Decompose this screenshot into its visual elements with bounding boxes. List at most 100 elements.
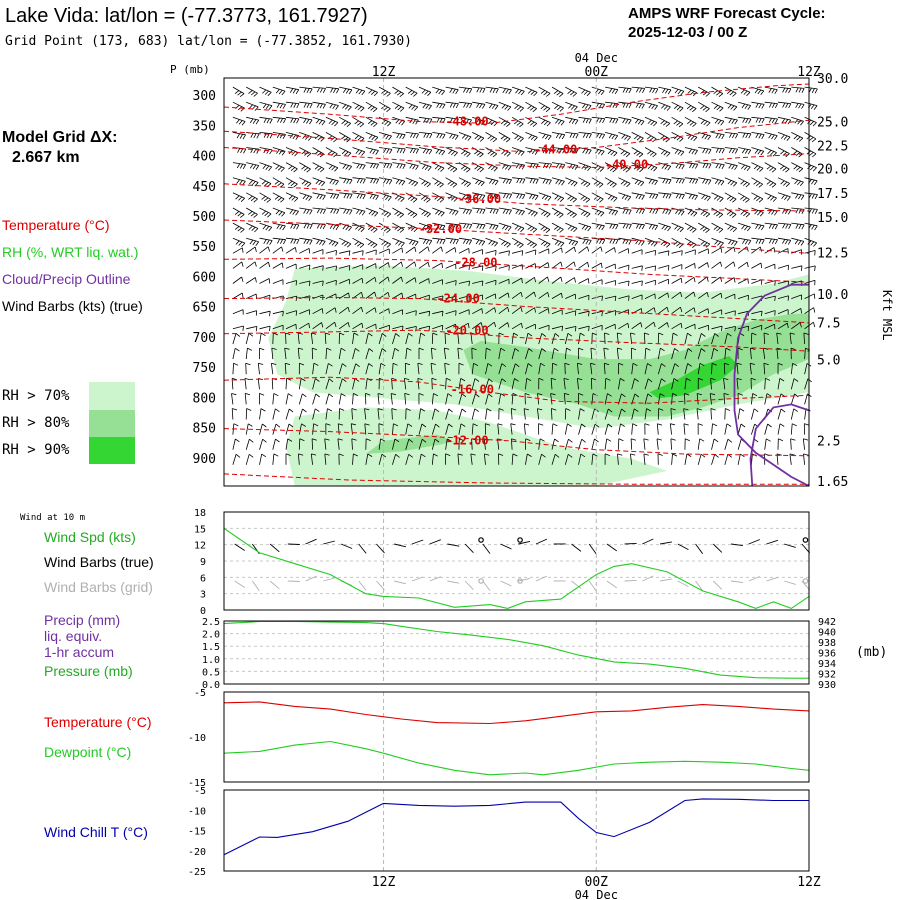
wind-barb: [631, 280, 643, 286]
wind-barb: [511, 116, 524, 128]
wind-barb: [711, 101, 724, 112]
wind-barb: [670, 408, 676, 420]
wind-barb: [697, 333, 706, 345]
wind-barb: [418, 116, 433, 124]
wind-barb: [445, 86, 459, 95]
bottom-time-axis: 12Z 00Z 12Z 04 Dec: [372, 875, 821, 900]
wind-barb: [298, 408, 307, 420]
surface-wind-barb: [411, 576, 424, 582]
wind-barb: [551, 276, 563, 284]
pressure-unit-label: (mb): [856, 645, 887, 660]
wind-barb: [698, 248, 709, 254]
wind-barb: [511, 306, 523, 315]
surface-wind-barb: [766, 576, 778, 582]
wind-barb: [684, 323, 696, 330]
wind-barb: [511, 222, 525, 233]
wind-barb: [551, 207, 564, 218]
wind-barb: [418, 222, 432, 232]
isotherm-label: -24.00: [436, 292, 479, 306]
wind-barb: [791, 265, 803, 271]
isotherm-label: -40.00: [605, 157, 648, 171]
model-grid-value: 2.667 km: [12, 149, 80, 166]
wind-barb: [418, 207, 431, 218]
wind-barb: [590, 347, 596, 360]
wind-barb: [723, 393, 729, 405]
wind-barb: [431, 332, 438, 345]
wind-barb: [698, 147, 712, 154]
wind-barb: [365, 276, 377, 284]
isotherm-label: -32.00: [419, 222, 462, 236]
wind-barb: [312, 222, 326, 230]
wind-barb: [325, 393, 334, 405]
wind-barb: [631, 116, 645, 126]
wind-barb: [325, 250, 337, 256]
wind-chill-tick-label: -5: [194, 786, 206, 797]
wind-barb: [471, 362, 479, 375]
wind-barb: [511, 348, 520, 360]
wind-barb: [578, 222, 592, 232]
isotherm-line: [223, 428, 810, 457]
wind-barb: [472, 265, 484, 271]
wind-barb: [684, 263, 696, 269]
wind-barb: [484, 423, 491, 435]
wind-barb: [591, 237, 606, 245]
height-tick-label: 15.0: [817, 211, 848, 226]
wind-barb: [338, 363, 347, 375]
wind-barb: [656, 438, 662, 450]
wind-barb: [497, 423, 503, 435]
wind-barb: [737, 207, 751, 218]
wind-barb: [352, 306, 364, 315]
wind-barb: [259, 310, 271, 317]
wind-barb: [377, 393, 383, 405]
wind-barb: [565, 326, 577, 332]
wind-barb: [445, 162, 458, 173]
wind-barb: [299, 101, 313, 109]
legend-pressure: Pressure (mb): [44, 663, 133, 679]
wind-barb: [458, 280, 470, 287]
wind-barb: [711, 423, 718, 435]
wind-barb: [737, 222, 751, 232]
wind-barb: [538, 101, 551, 113]
wind-barb: [724, 326, 736, 332]
wind-barb: [392, 309, 403, 315]
pressure-tick-label: 850: [193, 422, 216, 437]
wind-barb: [325, 363, 333, 375]
wind-barb: [578, 393, 584, 405]
legend-wind-barbs: Wind Barbs (kts) (true): [2, 298, 143, 314]
wind-barb: [751, 332, 757, 345]
wind-barb: [325, 237, 339, 247]
wind-barb: [445, 393, 453, 405]
wind-barb: [418, 237, 433, 246]
wind-barb: [658, 237, 671, 248]
wind-barb: [392, 162, 406, 170]
wind-barb: [777, 192, 791, 201]
wind-barb: [418, 261, 430, 269]
wind-barb: [525, 438, 531, 450]
wind-barb: [352, 363, 360, 375]
wind-barb: [298, 393, 307, 405]
wind-barb: [472, 308, 483, 315]
wind-barb: [671, 237, 684, 249]
wind-barb: [351, 438, 357, 450]
wind-barb: [711, 438, 719, 450]
wind-barb: [392, 276, 403, 284]
wind-barb: [272, 207, 286, 217]
wind-barb: [671, 177, 685, 184]
wind-barb: [498, 322, 510, 330]
wind-barb: [804, 86, 818, 94]
temperature-tick-label: -5: [194, 688, 206, 699]
wind-barb: [550, 393, 556, 405]
wind-barb: [711, 207, 724, 218]
wind-barb: [485, 237, 498, 247]
wind-barb: [684, 101, 697, 113]
wind-barb: [485, 307, 497, 315]
wind-barb: [644, 116, 658, 127]
wind-barb: [352, 264, 364, 270]
temperature-series: [223, 701, 810, 776]
wind-barb: [432, 310, 444, 317]
wind-barb: [565, 293, 576, 300]
height-tick-label: 12.5: [817, 246, 848, 261]
wind-barb: [698, 192, 711, 202]
surface-wind-barb: [500, 580, 512, 587]
wind-barb: [671, 162, 685, 170]
